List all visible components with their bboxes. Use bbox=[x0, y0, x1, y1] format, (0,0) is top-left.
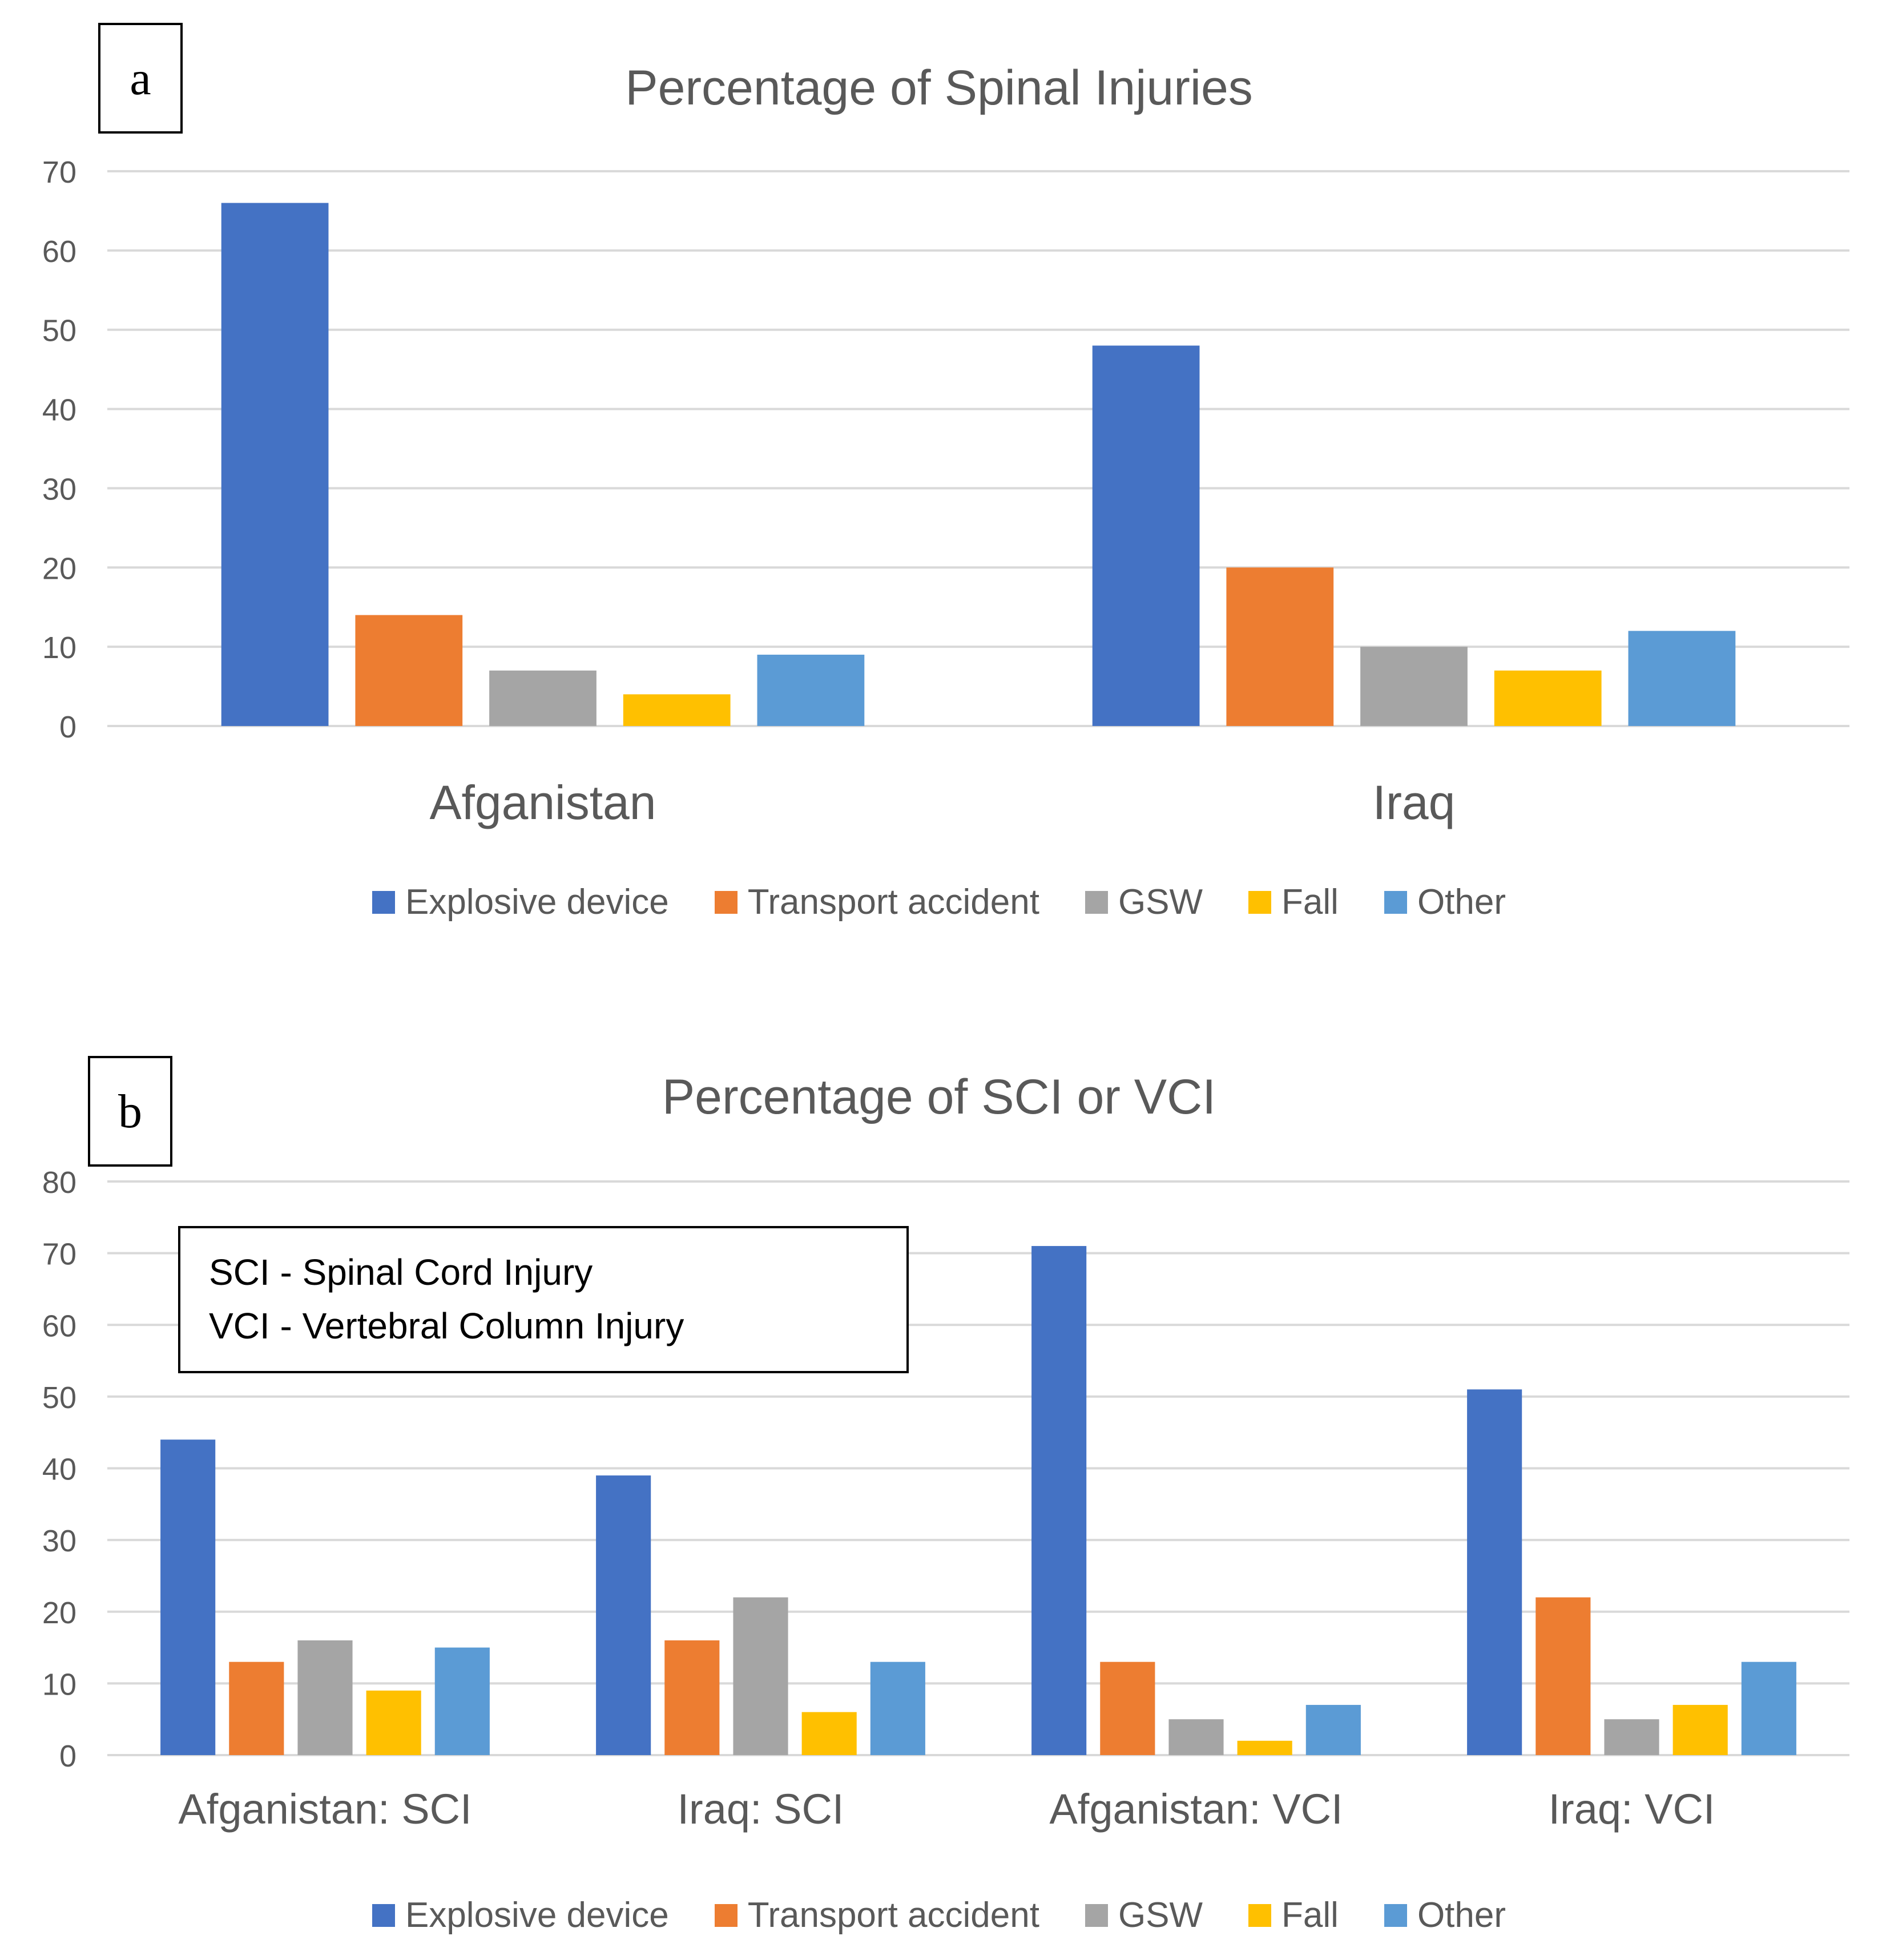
bar-afganistan-vci-transport-accident bbox=[1100, 1661, 1155, 1755]
bar-afganistan-explosive-device bbox=[221, 203, 329, 726]
x-category-label: Iraq bbox=[1373, 776, 1456, 829]
bar-iraq-explosive-device bbox=[1092, 345, 1200, 726]
chart-a-title: Percentage of Spinal Injuries bbox=[625, 61, 1253, 115]
bar-afganistan-vci-explosive-device bbox=[1031, 1246, 1087, 1755]
y-tick-label: 60 bbox=[42, 235, 76, 269]
note-line-vci: VCI - Vertebral Column Injury bbox=[209, 1305, 684, 1346]
legend-label: Fall bbox=[1281, 882, 1339, 922]
legend-label: Other bbox=[1417, 1896, 1506, 1935]
legend-label: GSW bbox=[1118, 1896, 1203, 1935]
bar-iraq-gsw bbox=[1360, 647, 1468, 726]
chart-b-plot: 0 10 20 30 40 50 60 70 80 Afganistan: SCI Iraq: SC… bbox=[42, 1165, 1849, 1833]
panel-b: 0 10 20 30 40 50 60 70 80 Afganistan: SCI Iraq: SC… bbox=[0, 1010, 1878, 1960]
panel-label-b: b bbox=[88, 1056, 172, 1167]
legend-swatch bbox=[1248, 890, 1272, 914]
legend-label: Transport accident bbox=[747, 1896, 1039, 1935]
x-category-label: Afganistan: VCI bbox=[1049, 1785, 1343, 1833]
legend-swatch bbox=[714, 890, 738, 914]
bar-iraq-vci-gsw bbox=[1604, 1719, 1659, 1755]
y-tick-label: 50 bbox=[42, 1381, 76, 1415]
legend-swatch bbox=[1384, 890, 1407, 914]
legend-swatch bbox=[372, 1903, 395, 1927]
panel-label-a: a bbox=[98, 23, 183, 134]
y-tick-label: 40 bbox=[42, 393, 76, 428]
bar-iraq-sci-other bbox=[870, 1661, 925, 1755]
bar-iraq-fall bbox=[1494, 670, 1602, 726]
bar-afganistan-sci-other bbox=[434, 1647, 490, 1755]
bar-iraq-transport-accident bbox=[1226, 567, 1334, 726]
x-category-label: Iraq: VCI bbox=[1549, 1785, 1715, 1833]
bar-iraq-sci-gsw bbox=[733, 1597, 788, 1755]
legend-item-other: Other bbox=[1384, 882, 1506, 922]
legend-swatch bbox=[1248, 1903, 1272, 1927]
legend-item-fall: Fall bbox=[1248, 1895, 1339, 1935]
bar-iraq-vci-explosive-device bbox=[1467, 1389, 1522, 1755]
legend-label: Explosive device bbox=[405, 1896, 669, 1935]
legend-label: Transport accident bbox=[747, 882, 1039, 922]
legend-label: Other bbox=[1417, 882, 1506, 922]
panel-a: 0 10 20 30 40 50 60 70 Afganistan Iraq a Percenta… bbox=[0, 0, 1878, 970]
chart-b-legend: Explosive device Transport accident GSW … bbox=[0, 1895, 1878, 1935]
y-tick-label: 30 bbox=[42, 472, 76, 506]
legend-item-gsw: GSW bbox=[1085, 882, 1203, 922]
bar-afganistan-gsw bbox=[489, 670, 597, 726]
bar-iraq-vci-fall bbox=[1673, 1705, 1728, 1755]
bar-iraq-vci-other bbox=[1741, 1661, 1796, 1755]
legend-swatch bbox=[1085, 1903, 1108, 1927]
y-tick-label: 0 bbox=[59, 710, 76, 744]
y-tick-label: 40 bbox=[42, 1453, 76, 1487]
legend-item-gsw: GSW bbox=[1085, 1895, 1203, 1935]
bar-afganistan-sci-gsw bbox=[297, 1640, 353, 1755]
y-tick-label: 70 bbox=[42, 155, 76, 189]
chart-a-legend: Explosive device Transport accident GSW … bbox=[0, 882, 1878, 922]
bar-afganistan-sci-explosive-device bbox=[160, 1439, 216, 1755]
bar-afganistan-vci-other bbox=[1305, 1705, 1361, 1755]
bar-iraq-sci-transport-accident bbox=[664, 1640, 720, 1755]
legend-item-transport-accident: Transport accident bbox=[714, 1895, 1039, 1935]
legend-label: Fall bbox=[1281, 1896, 1339, 1935]
note-line-sci: SCI - Spinal Cord Injury bbox=[209, 1252, 593, 1293]
y-tick-label: 80 bbox=[42, 1165, 76, 1200]
legend-item-transport-accident: Transport accident bbox=[714, 882, 1039, 922]
x-category-label: Afganistan bbox=[430, 776, 656, 829]
legend-item-other: Other bbox=[1384, 1895, 1506, 1935]
bar-iraq-sci-explosive-device bbox=[596, 1475, 651, 1755]
bar-iraq-other bbox=[1628, 631, 1736, 726]
y-tick-label: 50 bbox=[42, 314, 76, 348]
bar-afganistan-sci-fall bbox=[366, 1690, 421, 1755]
y-tick-label: 70 bbox=[42, 1237, 76, 1272]
x-category-label: Iraq: SCI bbox=[678, 1785, 844, 1833]
legend-item-explosive-device: Explosive device bbox=[372, 882, 669, 922]
bar-iraq-sci-fall bbox=[801, 1712, 857, 1755]
x-category-label: Afganistan: SCI bbox=[178, 1785, 471, 1833]
bar-iraq-vci-transport-accident bbox=[1536, 1597, 1591, 1755]
chart-a-plot: 0 10 20 30 40 50 60 70 Afganistan Iraq bbox=[42, 155, 1849, 829]
bar-afganistan-vci-fall bbox=[1237, 1740, 1292, 1755]
y-tick-label: 10 bbox=[42, 631, 76, 665]
legend-item-explosive-device: Explosive device bbox=[372, 1895, 669, 1935]
legend-swatch bbox=[1085, 890, 1108, 914]
legend-swatch bbox=[372, 890, 395, 914]
y-tick-label: 10 bbox=[42, 1667, 76, 1701]
legend-item-fall: Fall bbox=[1248, 882, 1339, 922]
y-tick-label: 60 bbox=[42, 1309, 76, 1343]
bar-afganistan-fall bbox=[623, 694, 731, 726]
bar-afganistan-vci-gsw bbox=[1168, 1719, 1224, 1755]
abbreviation-note-box: SCI - Spinal Cord Injury VCI - Vertebral… bbox=[178, 1226, 909, 1373]
bar-afganistan-other bbox=[757, 655, 865, 726]
y-tick-label: 20 bbox=[42, 1596, 76, 1630]
legend-swatch bbox=[714, 1903, 738, 1927]
legend-label: GSW bbox=[1118, 882, 1203, 922]
chart-b-title: Percentage of SCI or VCI bbox=[662, 1070, 1216, 1124]
y-tick-label: 30 bbox=[42, 1524, 76, 1558]
bar-afganistan-sci-transport-accident bbox=[229, 1661, 284, 1755]
y-tick-label: 20 bbox=[42, 551, 76, 586]
y-tick-label: 0 bbox=[59, 1739, 76, 1773]
legend-label: Explosive device bbox=[405, 882, 669, 922]
legend-swatch bbox=[1384, 1903, 1407, 1927]
bar-afganistan-transport-accident bbox=[355, 615, 463, 726]
